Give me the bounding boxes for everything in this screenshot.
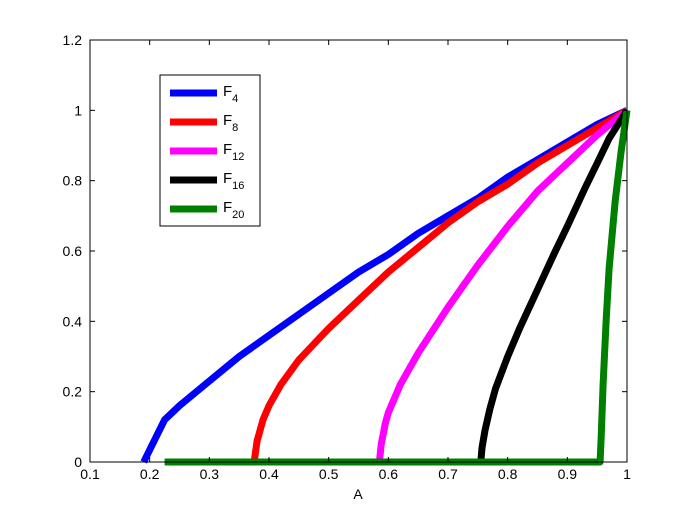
x-tick-label: 0.1 xyxy=(80,466,100,482)
x-tick-label: 0.2 xyxy=(140,466,160,482)
y-tick-label: 0 xyxy=(74,454,82,470)
x-tick-label: 0.6 xyxy=(379,466,399,482)
y-tick-label: 0.4 xyxy=(63,313,83,329)
series-line-f12 xyxy=(375,107,630,463)
series-line-f8 xyxy=(250,107,629,463)
legend-label-f4: F4 xyxy=(223,83,238,105)
x-tick-label: 0.3 xyxy=(200,466,220,482)
x-tick-label: 0.8 xyxy=(498,466,518,482)
x-tick-label: 0.9 xyxy=(558,466,578,482)
legend: F4 F8 F12 F16 F20 xyxy=(159,74,261,227)
x-tick-label: 0.5 xyxy=(319,466,339,482)
x-axis-label: A xyxy=(353,486,363,502)
x-tick-label: 1 xyxy=(623,466,631,482)
y-tick-label: 0.8 xyxy=(63,173,83,189)
x-tick-label: 0.7 xyxy=(438,466,458,482)
y-tick-label: 0.6 xyxy=(63,243,83,259)
y-tick-label: 1 xyxy=(74,102,82,118)
y-tick-label: 1.2 xyxy=(63,32,83,48)
legend-label-f20: F20 xyxy=(223,199,244,221)
legend-label-f16: F16 xyxy=(223,170,244,192)
x-tick-label: 0.4 xyxy=(259,466,279,482)
series-layer xyxy=(140,107,631,466)
legend-label-f12: F12 xyxy=(223,141,244,163)
legend-label-f8: F8 xyxy=(223,112,238,134)
ticks-layer: 0.1 0.2 0.3 0.4 0.5 0.6 0.7 0.8 0.9 1 0 0.2 0.4 0.6 0.… xyxy=(63,32,632,482)
series-line-f16 xyxy=(477,108,630,463)
y-tick-label: 0.2 xyxy=(63,384,83,400)
